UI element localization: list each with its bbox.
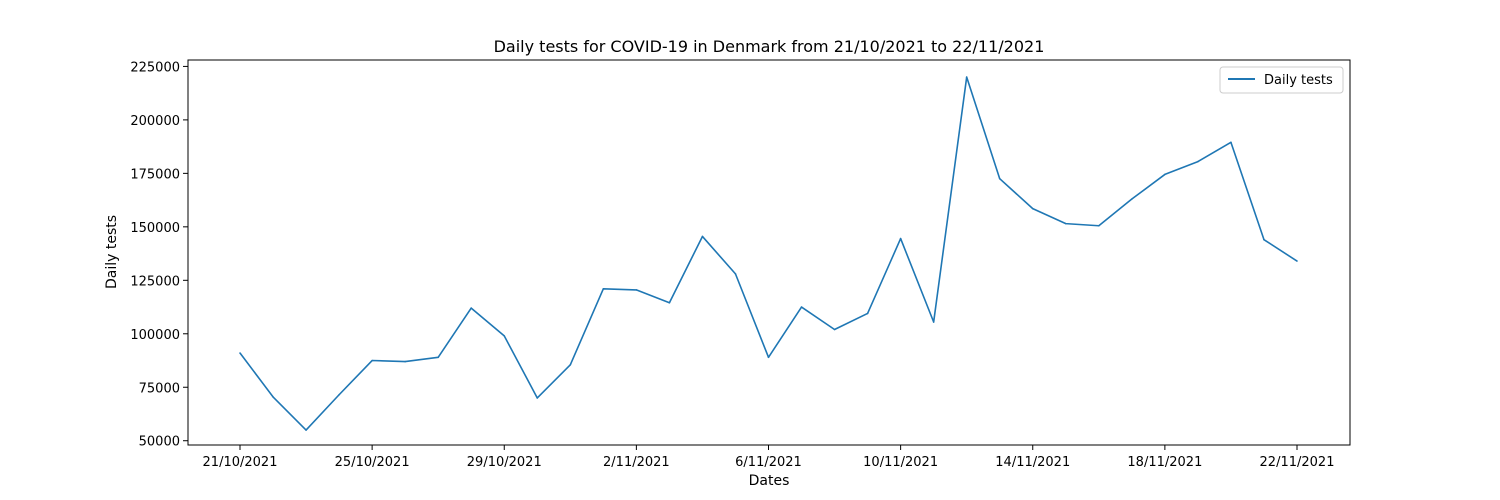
x-tick-label: 21/10/2021 [203, 455, 278, 470]
data-point [569, 363, 572, 366]
data-point [701, 235, 704, 238]
series-line [239, 76, 1298, 431]
x-axis: 21/10/2021 25/10/2021 29/10/2021 2/11/2021 6… [203, 445, 1335, 470]
y-tick-label: 100000 [130, 328, 180, 343]
y-tick-label: 225000 [130, 60, 180, 75]
x-tick-label: 29/10/2021 [467, 455, 542, 470]
y-tick-label: 125000 [130, 274, 180, 289]
y-tick-label: 200000 [130, 114, 180, 129]
plot-frame [187, 59, 1351, 446]
y-tick-label: 175000 [130, 167, 180, 182]
data-point [1131, 198, 1133, 200]
data-point [833, 328, 836, 331]
data-point [1296, 260, 1298, 262]
data-point [1197, 160, 1199, 163]
data-point [866, 312, 869, 315]
data-point [305, 429, 307, 431]
data-point [1064, 222, 1067, 225]
data-point [932, 321, 935, 323]
x-tick-label: 2/11/2021 [603, 455, 670, 470]
data-point [503, 335, 506, 337]
data-point [635, 289, 638, 291]
data-point [1098, 224, 1100, 227]
x-tick-label: 10/11/2021 [863, 455, 938, 470]
data-point [602, 288, 605, 290]
x-tick-label: 14/11/2021 [995, 455, 1070, 470]
x-tick-label: 6/11/2021 [735, 455, 802, 470]
x-axis-title: Dates [749, 473, 790, 489]
data-point [1263, 238, 1265, 241]
legend-label: Daily tests [1264, 73, 1333, 88]
data-point [338, 393, 340, 396]
data-point [536, 397, 539, 399]
data-point [998, 177, 1001, 180]
data-point [1031, 207, 1034, 210]
data-point [404, 360, 406, 363]
data-point [965, 76, 968, 78]
series-layer [239, 76, 1298, 431]
x-tick-label: 18/11/2021 [1127, 455, 1202, 470]
y-tick-label: 150000 [130, 221, 180, 236]
chart-title: Daily tests for COVID-19 in Denmark from… [494, 37, 1045, 56]
data-point [470, 307, 473, 309]
legend-box [1219, 66, 1344, 94]
data-point [800, 306, 803, 308]
y-tick-label: 50000 [139, 435, 180, 450]
y-tick-label: 75000 [139, 381, 180, 396]
plot-area [187, 59, 1351, 446]
data-point [371, 359, 373, 362]
y-axis: 50000 75000 100000 125000 150000 175000 200000… [130, 60, 188, 450]
data-point [239, 352, 241, 354]
y-axis-title: Daily tests [104, 215, 120, 289]
x-tick-label: 25/10/2021 [335, 455, 410, 470]
data-point [1230, 141, 1232, 144]
data-point [734, 273, 737, 275]
x-tick-label: 22/11/2021 [1260, 455, 1335, 470]
data-point [437, 356, 439, 359]
data-point [1164, 173, 1166, 176]
data-point [899, 237, 902, 240]
data-point [767, 356, 770, 359]
legend: Daily tests [1219, 66, 1344, 94]
data-point [668, 301, 671, 304]
data-point [272, 396, 274, 398]
